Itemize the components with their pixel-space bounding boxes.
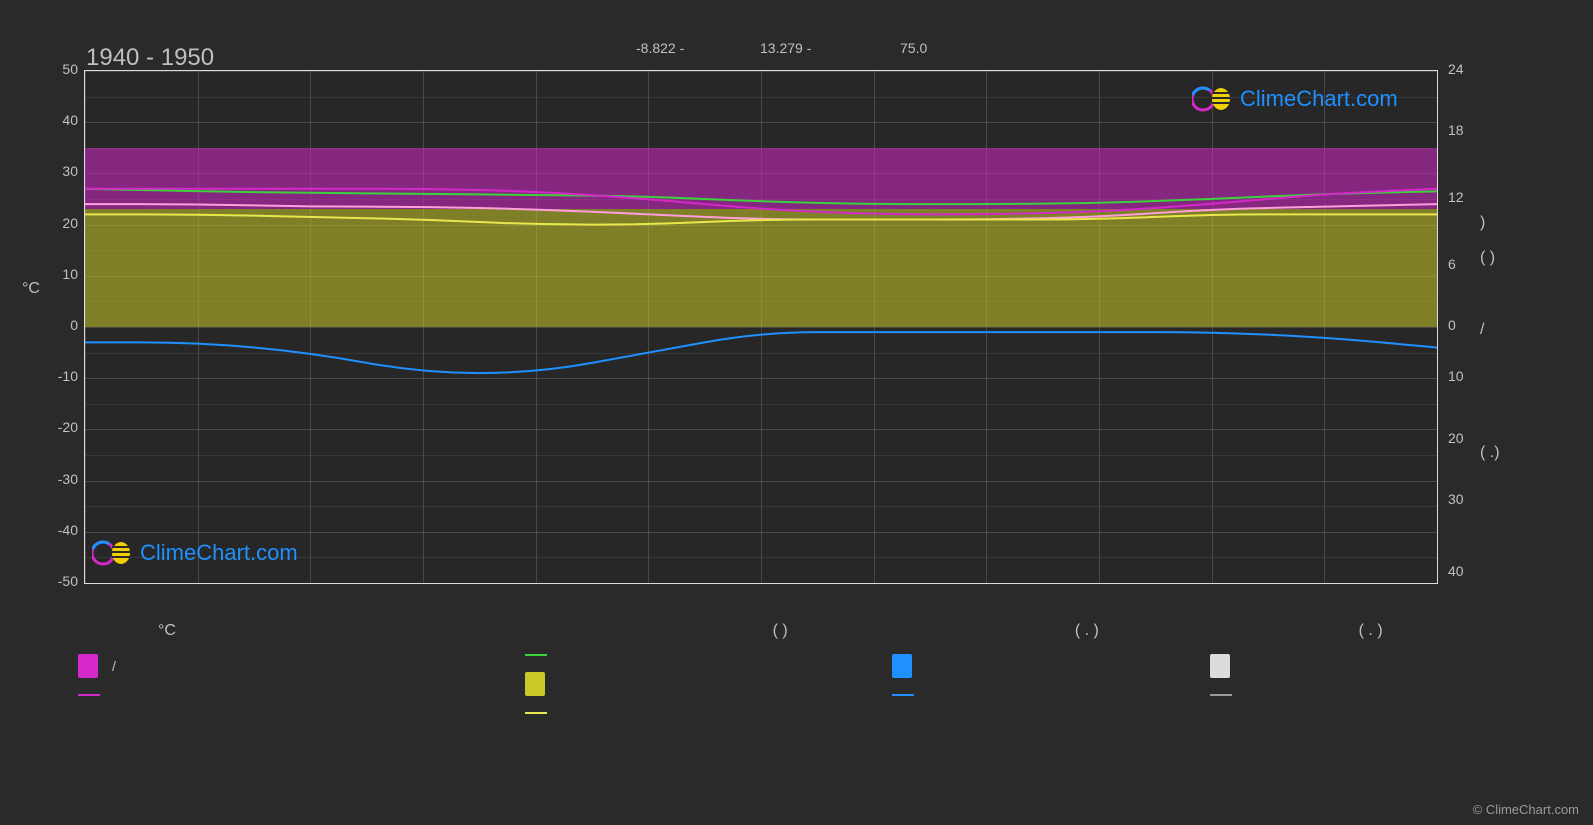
y-left-tick: -40	[18, 522, 78, 538]
brand-watermark: ClimeChart.com	[92, 536, 298, 570]
y-left-tick: 40	[18, 112, 78, 128]
y-left-tick: 10	[18, 266, 78, 282]
legend-swatch	[892, 654, 912, 678]
y-right-tick: 40	[1448, 563, 1508, 579]
header-value: 13.279 -	[760, 40, 811, 56]
chart-plot-area	[84, 70, 1438, 584]
y-right-mark: ( )	[1480, 249, 1495, 267]
series-lines	[85, 71, 1437, 583]
y-right-tick: 10	[1448, 368, 1508, 384]
legend: °C( )( . )( . ) /	[78, 622, 1508, 714]
y-left-tick: 0	[18, 317, 78, 333]
legend-header-cell: ( . )	[1233, 622, 1508, 640]
y-right-mark: ( .)	[1480, 444, 1500, 462]
y-left-tick: -10	[18, 368, 78, 384]
legend-item	[525, 654, 892, 656]
header-value: 75.0	[900, 40, 927, 56]
header-value: -8.822 -	[636, 40, 684, 56]
legend-label: /	[112, 658, 116, 674]
legend-swatch	[78, 694, 100, 696]
copyright-text: © ClimeChart.com	[1473, 802, 1579, 817]
legend-item: /	[78, 654, 525, 678]
brand-text: ClimeChart.com	[140, 540, 298, 566]
legend-swatch	[525, 712, 547, 714]
y-left-tick: -50	[18, 573, 78, 589]
legend-header-cell: °C	[78, 622, 570, 640]
legend-item	[1210, 694, 1508, 696]
legend-header-cell: ( . )	[940, 622, 1233, 640]
y-left-tick: 20	[18, 215, 78, 231]
legend-item	[892, 694, 1210, 696]
legend-item	[525, 672, 892, 696]
y-right-tick: 12	[1448, 189, 1508, 205]
legend-swatch	[892, 694, 914, 696]
y-right-mark: )	[1480, 214, 1485, 232]
y-left-tick: 30	[18, 163, 78, 179]
y-right-tick: 30	[1448, 491, 1508, 507]
y-right-tick: 0	[1448, 317, 1508, 333]
y-left-tick: -30	[18, 471, 78, 487]
legend-swatch	[525, 672, 545, 696]
legend-body: /	[78, 654, 1508, 714]
series-blue_line	[85, 332, 1437, 373]
legend-swatch	[78, 654, 98, 678]
time-range-title: 1940 - 1950	[86, 44, 214, 72]
brand-watermark: ClimeChart.com	[1192, 82, 1398, 116]
brand-text: ClimeChart.com	[1240, 86, 1398, 112]
legend-header-row: °C( )( . )( . )	[78, 622, 1508, 640]
legend-item	[525, 712, 892, 714]
legend-header-cell: ( )	[570, 622, 940, 640]
y-right-tick: 6	[1448, 256, 1508, 272]
y-left-axis-label: °C	[22, 280, 40, 298]
legend-swatch	[1210, 654, 1230, 678]
legend-item	[1210, 654, 1508, 678]
y-left-tick: 50	[18, 61, 78, 77]
y-right-tick: 18	[1448, 122, 1508, 138]
climate-chart-page: 1940 - 1950 -8.822 - 13.279 - 75.0 °C 50 40…	[0, 0, 1593, 825]
series-yellow_line	[85, 214, 1437, 224]
y-right-mark: /	[1480, 321, 1484, 339]
legend-item	[78, 694, 525, 696]
legend-swatch	[525, 654, 547, 656]
y-left-tick: -20	[18, 419, 78, 435]
legend-item	[892, 654, 1210, 678]
y-right-tick: 24	[1448, 61, 1508, 77]
legend-swatch	[1210, 694, 1232, 696]
